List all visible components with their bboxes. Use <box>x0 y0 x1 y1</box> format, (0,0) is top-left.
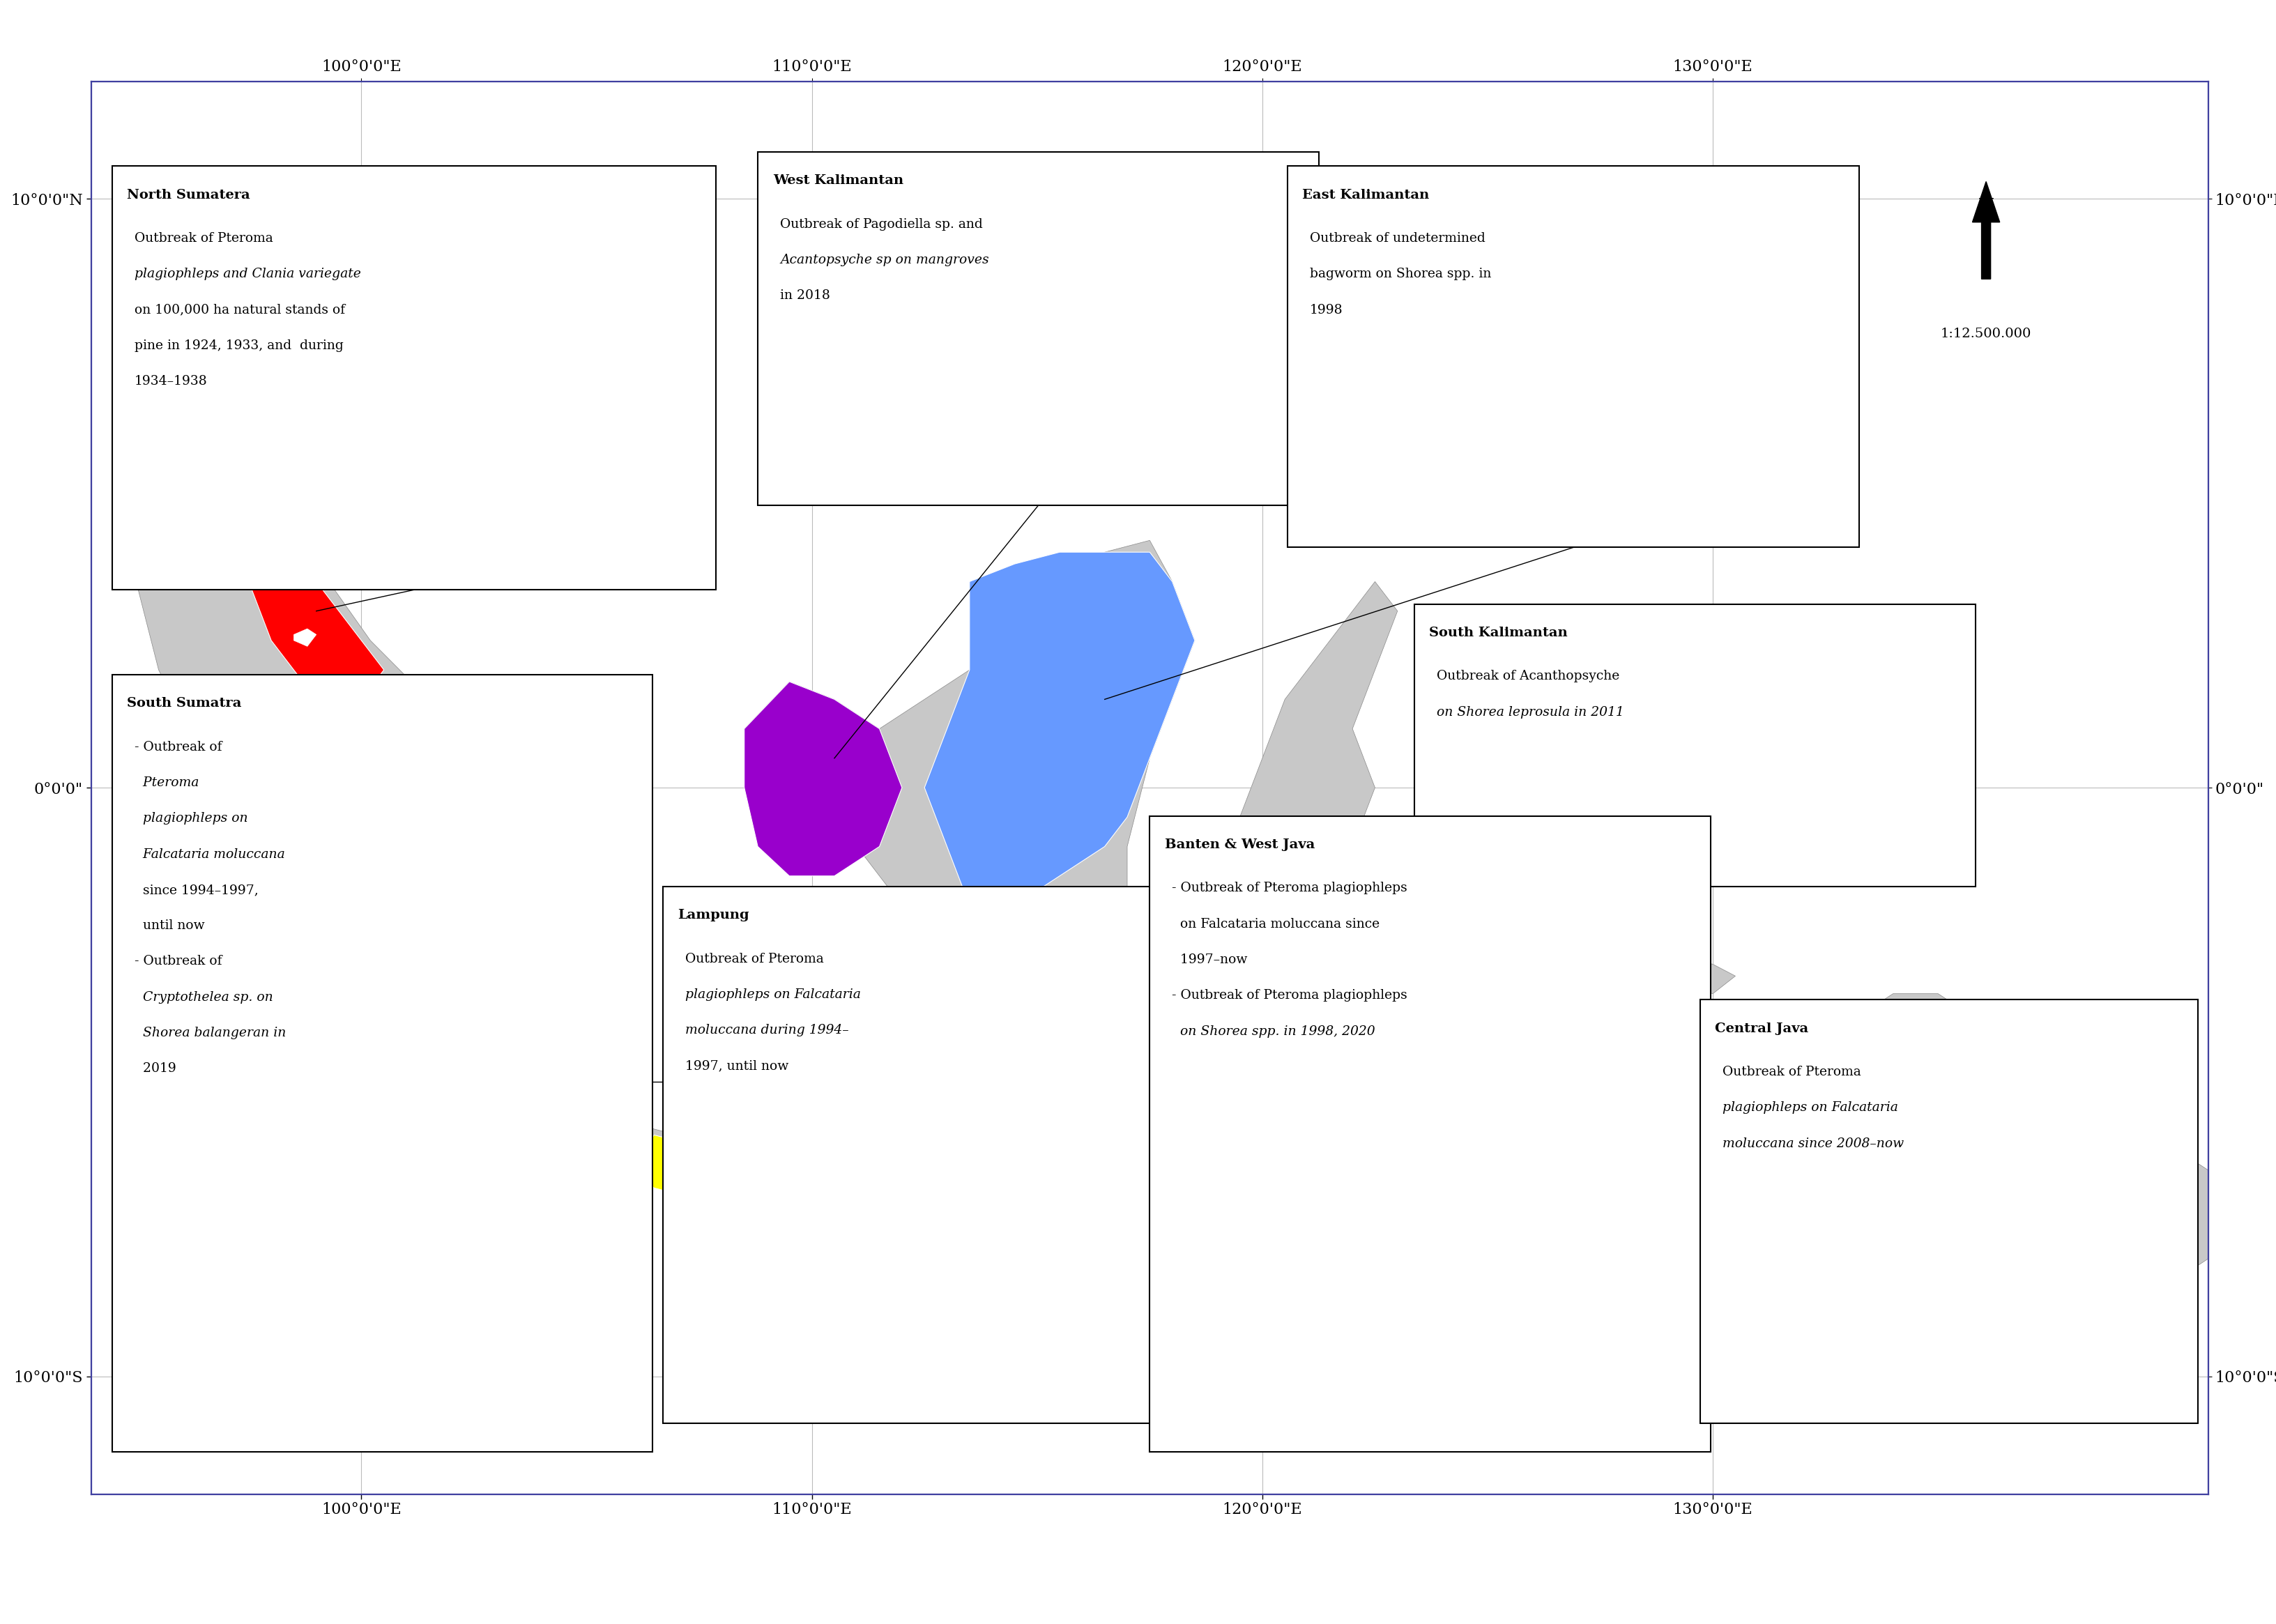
Text: Outbreak of Pagodiella sp. and: Outbreak of Pagodiella sp. and <box>781 218 983 231</box>
Text: Outbreak of Pteroma: Outbreak of Pteroma <box>685 953 824 965</box>
Text: on Falcataria moluccana since: on Falcataria moluccana since <box>1172 918 1379 931</box>
Polygon shape <box>1240 1270 1388 1317</box>
Text: bagworm on Shorea spp. in: bagworm on Shorea spp. in <box>1309 268 1491 281</box>
Polygon shape <box>225 523 385 729</box>
Polygon shape <box>137 451 630 1129</box>
Polygon shape <box>1443 1317 1577 1376</box>
Polygon shape <box>1113 1259 1209 1317</box>
Text: - Outbreak of Pteroma plagiophleps: - Outbreak of Pteroma plagiophleps <box>1172 989 1407 1002</box>
Text: Pteroma: Pteroma <box>134 776 198 789</box>
Polygon shape <box>1623 935 1734 994</box>
Text: 1934–1938: 1934–1938 <box>134 375 207 388</box>
Text: Outbreak of Pteroma: Outbreak of Pteroma <box>1723 1065 1859 1078</box>
Polygon shape <box>744 682 901 875</box>
Text: plagiophleps on Falcataria: plagiophleps on Falcataria <box>685 989 860 1000</box>
Polygon shape <box>924 552 1195 906</box>
Text: moluccana since 2008–now: moluccana since 2008–now <box>1723 1137 1903 1150</box>
Text: - Outbreak of Pteroma plagiophleps: - Outbreak of Pteroma plagiophleps <box>1172 882 1407 895</box>
Text: 1997, until now: 1997, until now <box>685 1060 787 1072</box>
Polygon shape <box>610 1111 653 1158</box>
Text: until now: until now <box>134 919 205 932</box>
Polygon shape <box>1218 581 1397 994</box>
Text: North Sumatera: North Sumatera <box>127 188 250 201</box>
Polygon shape <box>833 1200 924 1241</box>
Text: moluccana during 1994–: moluccana during 1994– <box>685 1025 849 1036</box>
Text: on 100,000 ha natural stands of: on 100,000 ha natural stands of <box>134 304 346 317</box>
Polygon shape <box>294 628 316 646</box>
Text: Falcataria moluccana: Falcataria moluccana <box>134 848 284 861</box>
Polygon shape <box>1734 994 2208 1288</box>
Text: in 2018: in 2018 <box>781 289 831 302</box>
Text: - Outbreak of: - Outbreak of <box>134 955 221 968</box>
Polygon shape <box>587 1111 1015 1247</box>
Text: Outbreak of Acanthopsyche: Outbreak of Acanthopsyche <box>1436 671 1618 682</box>
Text: Banten & West Java: Banten & West Java <box>1165 838 1313 851</box>
Text: Cryptothelea sp. on: Cryptothelea sp. on <box>134 991 273 1004</box>
Text: South Sumatra: South Sumatra <box>127 697 241 710</box>
Text: plagiophleps on: plagiophleps on <box>134 812 248 825</box>
Text: 1998: 1998 <box>1309 304 1343 317</box>
Text: plagiophleps on Falcataria: plagiophleps on Falcataria <box>1723 1101 1898 1114</box>
Text: since 1994–1997,: since 1994–1997, <box>134 883 257 896</box>
Text: 2019: 2019 <box>134 1062 175 1075</box>
Text: Outbreak of undetermined: Outbreak of undetermined <box>1309 232 1484 245</box>
Text: Shorea balangeran in: Shorea balangeran in <box>134 1026 287 1039</box>
Text: Lampung: Lampung <box>678 909 749 922</box>
Text: - Outbreak of: - Outbreak of <box>134 741 221 754</box>
Text: plagiophleps and Clania variegate: plagiophleps and Clania variegate <box>134 268 362 281</box>
Polygon shape <box>699 1171 833 1229</box>
Polygon shape <box>744 541 1195 1023</box>
Text: 1997–now: 1997–now <box>1172 953 1247 966</box>
Polygon shape <box>1072 1259 1104 1306</box>
Text: East Kalimantan: East Kalimantan <box>1302 188 1429 201</box>
Text: Acantopsyche sp on mangroves: Acantopsyche sp on mangroves <box>781 253 988 266</box>
Text: Outbreak of Pteroma: Outbreak of Pteroma <box>134 232 273 245</box>
Text: 1:12.500.000: 1:12.500.000 <box>1939 328 2030 341</box>
Text: West Kalimantan: West Kalimantan <box>772 174 904 187</box>
Polygon shape <box>533 994 630 1129</box>
Text: on Shorea leprosula in 2011: on Shorea leprosula in 2011 <box>1436 706 1623 718</box>
Text: N: N <box>1978 197 1994 214</box>
Polygon shape <box>1600 671 1668 846</box>
Polygon shape <box>630 1135 712 1194</box>
Polygon shape <box>924 906 1081 1023</box>
Text: pine in 1924, 1933, and  during: pine in 1924, 1933, and during <box>134 339 344 352</box>
Polygon shape <box>428 788 610 1052</box>
Text: South Kalimantan: South Kalimantan <box>1429 627 1568 640</box>
Text: on Shorea spp. in 1998, 2020: on Shorea spp. in 1998, 2020 <box>1172 1025 1375 1038</box>
Text: Central Java: Central Java <box>1714 1021 1807 1034</box>
Polygon shape <box>947 1189 992 1205</box>
Polygon shape <box>1015 1259 1067 1294</box>
